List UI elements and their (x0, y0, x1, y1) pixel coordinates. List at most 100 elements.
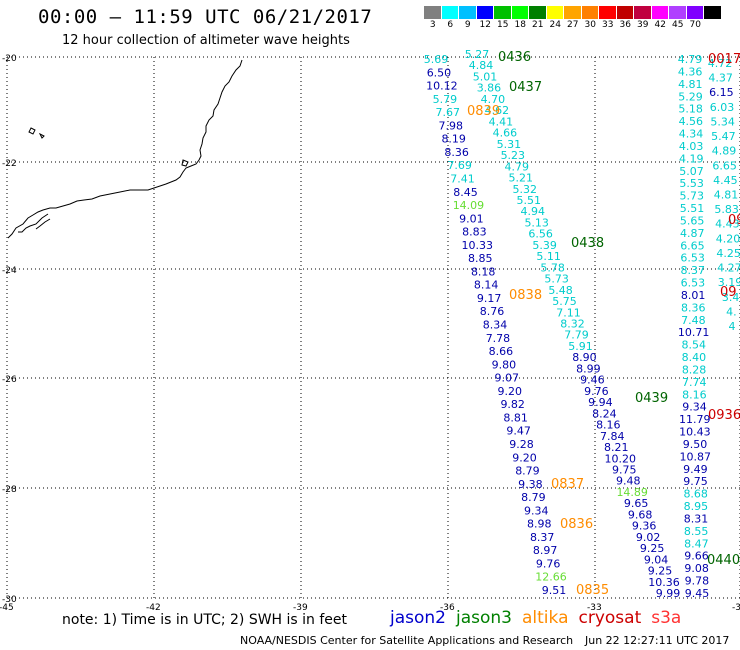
colorbar-swatch (704, 6, 722, 19)
swh-value-label: 8.81 (503, 411, 528, 424)
island (28, 127, 189, 167)
swh-value-label: 9.25 (648, 565, 673, 578)
swh-value-label: 9.38 (518, 478, 543, 491)
pass-time-label: 09 (728, 213, 740, 228)
swh-value-label: 9.51 (542, 584, 567, 597)
lat-tick-label: -24 (2, 266, 17, 276)
swh-value-label: 9.49 (683, 463, 708, 476)
swh-value-label: 8.14 (474, 279, 499, 292)
legend-jason3: jason3 (456, 608, 512, 628)
colorbar-swatch (669, 6, 687, 19)
colorbar-cell: 45 (669, 6, 687, 32)
swh-value-label: 8.16 (596, 419, 621, 432)
swh-value-label: 4.45 (713, 174, 738, 187)
colorbar-cell: 27 (564, 6, 582, 32)
colorbar-label: 21 (532, 20, 544, 30)
colorbar-cell: 24 (546, 6, 564, 32)
colorbar-cell: 21 (529, 6, 547, 32)
colorbar-cell: 42 (651, 6, 669, 32)
swh-value-label: 5.11 (536, 250, 561, 263)
swh-value-label: 8.85 (468, 252, 493, 265)
colorbar-label: 27 (567, 20, 579, 30)
swh-value-label: 4.81 (714, 189, 739, 202)
swh-value-label: 8.36 (444, 146, 469, 159)
pass-time-label: 0438 (571, 236, 604, 251)
colorbar-cell: 9 (459, 6, 477, 32)
colorbar-swatch (424, 6, 442, 19)
swh-value-label: 5.91 (568, 340, 593, 353)
swh-value-label: 4.03 (679, 140, 704, 153)
swh-value-label: 9.02 (636, 531, 661, 544)
swh-value-label: 4.43 (715, 218, 740, 231)
swh-value-label: 8.37 (530, 531, 555, 544)
swh-value-label: 5.48 (548, 284, 573, 297)
swh-value-label: 9.75 (612, 463, 637, 476)
colorbar-cell (704, 6, 722, 32)
swh-value-label: 9.34 (682, 401, 707, 414)
swh-value-label: 10.71 (678, 326, 710, 339)
swh-value-label: 9.66 (684, 550, 709, 563)
colorbar-cell: 39 (634, 6, 652, 32)
swh-value-label: 11.79 (679, 413, 711, 426)
colorbar-cell: 30 (581, 6, 599, 32)
colorbar-swatch (651, 6, 669, 19)
swh-value-label: 4.79 (505, 160, 530, 173)
swh-value-label: 8.79 (515, 465, 540, 478)
swh-value-label: 7.48 (681, 314, 706, 327)
swh-value-label: 10.20 (605, 452, 637, 465)
swh-value-label: 8.32 (560, 318, 585, 331)
map-title: 00:00 — 11:59 UTC 06/21/2017 (38, 6, 373, 28)
colorbar-swatch (459, 6, 477, 19)
swh-value-label: 4.79 (678, 53, 703, 66)
swh-value-label: 9.34 (524, 504, 549, 517)
swh-value-label: 9.99 (656, 587, 681, 600)
swh-value-label: 6.03 (710, 101, 735, 114)
swh-value-label: 10.87 (679, 450, 711, 463)
lat-tick-label: -30 (2, 595, 17, 605)
swh-value-label: 8.54 (681, 339, 706, 352)
pass-time-label: 0838 (509, 288, 542, 303)
swh-value-label: 5.32 (513, 183, 538, 196)
lon-tick-label: -33 (587, 603, 602, 613)
colorbar-label: 33 (602, 20, 614, 30)
swh-value-label: 6.53 (680, 252, 705, 265)
colorbar-label: 18 (514, 20, 526, 30)
colorbar-label: 45 (672, 20, 684, 30)
swh-value-label: 7.69 (447, 159, 472, 172)
swh-value-label: 5.79 (433, 93, 458, 106)
swh-value-label: 6.15 (709, 86, 734, 99)
swh-value-label: 5.27 (465, 48, 490, 61)
swh-value-label: 5.31 (497, 138, 522, 151)
swh-value-label: 8.18 (471, 265, 496, 278)
swh-value-label: 4.70 (481, 93, 506, 106)
swh-value-label: 3.4 (722, 291, 740, 304)
swh-value-label: 4.89 (712, 145, 737, 158)
colorbar-label: 30 (584, 20, 596, 30)
swh-value-label: 4.34 (679, 128, 704, 141)
swh-value-label: 4.87 (680, 227, 705, 240)
colorbar-label: 3 (429, 20, 436, 30)
swh-value-label: 7.84 (600, 430, 625, 443)
swh-value-label: 9.48 (616, 475, 641, 488)
map-grid (6, 56, 740, 600)
pass-time-label: 0839 (467, 104, 500, 119)
lon-tick-label: -42 (146, 603, 161, 613)
swh-value-label: 12.66 (535, 571, 567, 584)
swh-value-label: 7.79 (564, 329, 589, 342)
colorbar-swatch (599, 6, 617, 19)
swh-value-label: 5.75 (552, 295, 577, 308)
swh-value-label: 14.89 (616, 486, 648, 499)
swh-value-label: 6.65 (680, 239, 705, 252)
coastline-bay (18, 213, 51, 233)
coastline (7, 59, 243, 239)
swh-value-label: 4.36 (678, 65, 703, 78)
pass-time-label: 0439 (635, 391, 668, 406)
swh-value-label: 9.50 (683, 438, 708, 451)
color-scale-legend: 3 6 9 12 15 18 21 24 27 30 33 36 39 42 45 70 (424, 6, 722, 32)
swh-value-label: 10.33 (462, 239, 494, 252)
colorbar-label: 15 (497, 20, 509, 30)
swh-value-label: 4.20 (716, 232, 740, 245)
colorbar-cell: 36 (616, 6, 634, 32)
colorbar-cell: 18 (511, 6, 529, 32)
